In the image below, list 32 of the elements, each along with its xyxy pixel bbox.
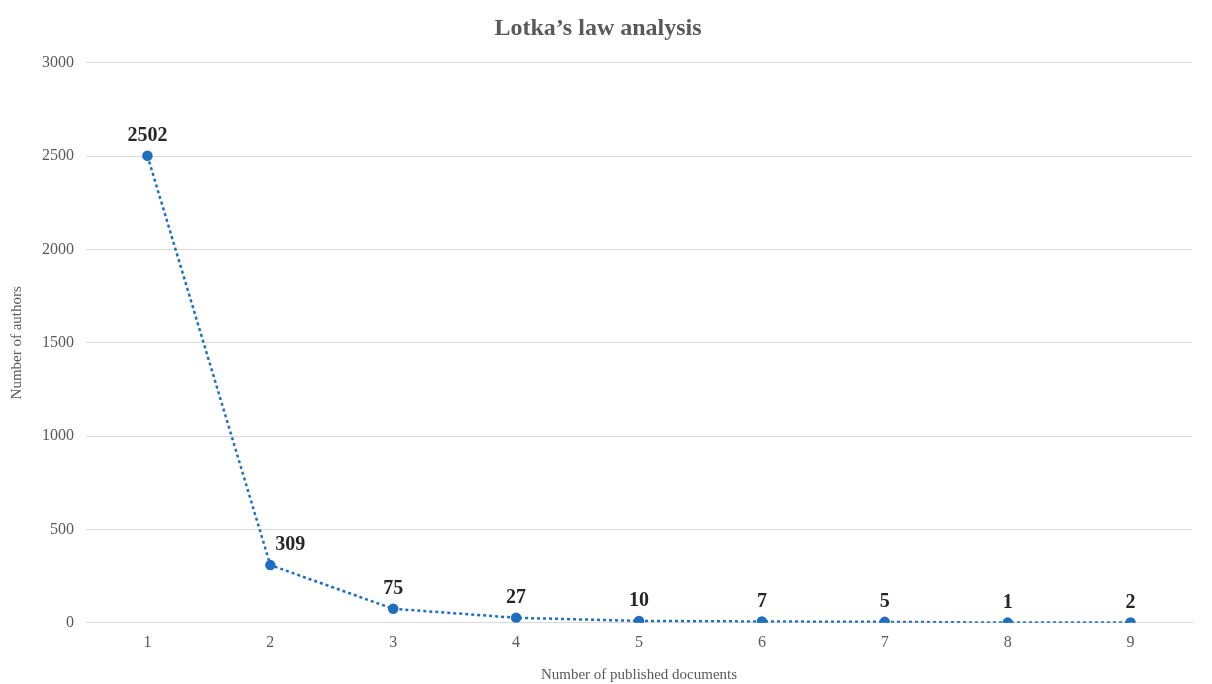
x-tick-label: 5 bbox=[635, 632, 643, 650]
y-tick-label: 1500 bbox=[42, 333, 74, 350]
x-tick-label: 6 bbox=[757, 632, 766, 650]
data-label: 2502 bbox=[127, 122, 168, 145]
data-label: 309 bbox=[275, 532, 306, 555]
point bbox=[510, 612, 522, 623]
y-tick-label: 2500 bbox=[42, 146, 74, 164]
point bbox=[265, 559, 276, 571]
data-label: 27 bbox=[506, 584, 527, 607]
point bbox=[387, 603, 399, 615]
y-tick-label: 1000 bbox=[42, 426, 74, 444]
chart-title: Lotka’s law analysis bbox=[494, 13, 702, 40]
y-tick-label: 500 bbox=[50, 519, 74, 537]
x-tick-label: 8 bbox=[1003, 632, 1012, 650]
data-label: 75 bbox=[383, 575, 404, 598]
data-label: 1 bbox=[1002, 589, 1013, 612]
data-label: 2 bbox=[1125, 589, 1136, 612]
point bbox=[142, 150, 153, 162]
data-label: 5 bbox=[879, 589, 890, 612]
data-label: 10 bbox=[629, 588, 649, 611]
data-label: 7 bbox=[756, 588, 767, 611]
x-tick-label: 9 bbox=[1126, 632, 1135, 650]
y-axis-title: Number of authors bbox=[7, 285, 24, 400]
x-tick-label: 4 bbox=[512, 632, 521, 650]
y-tick-label: 3000 bbox=[42, 53, 74, 70]
x-tick-label: 2 bbox=[266, 632, 275, 650]
x-tick-label: 7 bbox=[880, 632, 889, 650]
y-tick-label: 0 bbox=[66, 613, 74, 630]
x-axis-title: Number of published documents bbox=[540, 665, 738, 682]
x-tick-label: 1 bbox=[143, 632, 152, 650]
y-tick-label: 2000 bbox=[42, 239, 74, 257]
x-tick-label: 3 bbox=[389, 632, 398, 650]
